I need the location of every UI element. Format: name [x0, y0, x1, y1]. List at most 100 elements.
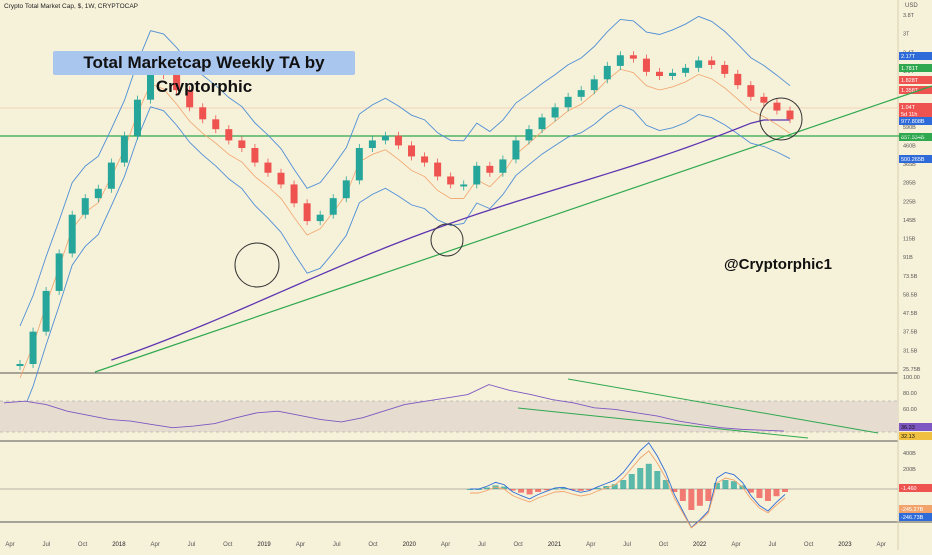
- macd-histogram-bar: [467, 489, 473, 490]
- candle: [538, 117, 546, 130]
- macd-histogram-bar: [637, 468, 644, 489]
- macd-histogram-bar: [782, 489, 788, 492]
- trendline: [94, 85, 932, 373]
- price-tag: [899, 133, 932, 141]
- candle: [773, 102, 781, 111]
- candle: [133, 99, 141, 136]
- macd-value-tag: [899, 505, 932, 513]
- x-tick-label: Apr: [877, 542, 886, 548]
- x-tick-label: 2023: [838, 542, 852, 548]
- macd-histogram-bar: [696, 489, 703, 506]
- macd-histogram-bar: [594, 487, 601, 489]
- candle: [107, 162, 115, 189]
- x-tick-label: 2022: [693, 542, 707, 548]
- candle: [616, 55, 624, 66]
- macd-line: [470, 442, 786, 529]
- price-tag: [899, 103, 932, 111]
- candle: [760, 96, 768, 103]
- macd-histogram-bar: [654, 471, 661, 489]
- y-tick-label: 145B: [903, 218, 916, 224]
- macd-histogram-bar: [773, 489, 780, 497]
- x-tick-label: 2020: [403, 542, 417, 548]
- rsi-value-tag-label: 36.33: [901, 425, 915, 431]
- macd-histogram-bar: [688, 489, 695, 510]
- macd-histogram-bar: [705, 489, 712, 501]
- candle: [120, 135, 128, 163]
- macd-histogram-bar: [730, 481, 737, 489]
- x-tick-label: 2018: [112, 542, 126, 548]
- x-tick-label: Jul: [623, 542, 631, 548]
- rsi-trendline-upper: [567, 378, 879, 434]
- rsi-band: [0, 401, 898, 432]
- x-tick-label: 2019: [257, 542, 271, 548]
- candle: [525, 129, 533, 141]
- macd-histogram-bar: [560, 488, 567, 490]
- highlight-circle: [430, 223, 464, 257]
- price-tag: [899, 52, 932, 60]
- candle: [225, 129, 233, 141]
- candle: [642, 58, 650, 72]
- x-tick-label: Apr: [5, 542, 14, 548]
- rsi-tick-label: 80.00: [903, 391, 917, 397]
- candle: [316, 214, 324, 222]
- rsi-value-tag: [899, 423, 932, 431]
- candle: [68, 214, 76, 254]
- macd-histogram-bar: [552, 488, 559, 490]
- candle: [29, 331, 37, 364]
- x-tick-label: Oct: [223, 542, 233, 548]
- macd-histogram-bar: [628, 474, 635, 489]
- x-tick-label: Oct: [368, 542, 378, 548]
- macd-histogram-bar: [764, 489, 771, 501]
- title-banner: Total Marketcap Weekly TA by Cryptorphic: [53, 51, 355, 96]
- macd-signal-line: [470, 450, 786, 529]
- macd-histogram-bar: [611, 484, 618, 489]
- price-tag-label: 2.17T: [901, 54, 916, 60]
- candle: [603, 65, 611, 80]
- rsi-tick-label: 100.00: [903, 375, 920, 381]
- candle: [695, 60, 703, 68]
- macd-tick-label: 200B: [903, 467, 916, 473]
- bollinger-lower: [19, 104, 791, 420]
- macd-histogram-bar: [603, 486, 610, 489]
- macd-histogram-bar: [671, 489, 678, 492]
- candle: [655, 71, 663, 77]
- x-tick-label: 2021: [548, 542, 562, 548]
- candle: [499, 159, 507, 173]
- macd-histogram-bar: [679, 489, 686, 501]
- price-tag-label: 977.808B: [901, 119, 925, 125]
- x-tick-label: Oct: [659, 542, 669, 548]
- candle: [551, 107, 559, 118]
- price-tag: [899, 155, 932, 163]
- price-tag-label: 5d 11h: [901, 112, 917, 118]
- y-tick-label: 37.5B: [903, 330, 918, 336]
- candle: [786, 110, 794, 120]
- x-tick-label: Jul: [42, 542, 50, 548]
- macd-histogram-bar: [484, 487, 491, 489]
- candle: [408, 145, 416, 157]
- candle: [486, 165, 494, 173]
- macd-histogram-bar: [577, 489, 584, 491]
- candle: [329, 198, 337, 215]
- y-tick-label: 460B: [903, 143, 916, 149]
- candle: [394, 135, 402, 146]
- macd-value-tag: [899, 513, 932, 521]
- candle: [42, 290, 50, 332]
- price-tag-label: 857.534B: [901, 135, 925, 141]
- x-tick-label: Jul: [188, 542, 196, 548]
- macd-value-tag-label: -245.27B: [901, 507, 924, 513]
- x-tick-label: Apr: [586, 542, 595, 548]
- y-tick-label: 115B: [903, 237, 916, 243]
- candle: [447, 176, 455, 185]
- x-tick-label: Jul: [333, 542, 341, 548]
- y-tick-label: 365B: [903, 162, 916, 168]
- candle: [381, 135, 389, 141]
- y-tick-label: 47.5B: [903, 311, 918, 317]
- macd-histogram-bar: [518, 489, 525, 493]
- macd-histogram-bar: [535, 489, 542, 492]
- candle: [590, 79, 598, 91]
- candle: [421, 156, 429, 163]
- y-tick-label: 285B: [903, 181, 916, 187]
- macd-histogram-bar: [526, 489, 533, 495]
- macd-histogram-bar: [501, 486, 508, 489]
